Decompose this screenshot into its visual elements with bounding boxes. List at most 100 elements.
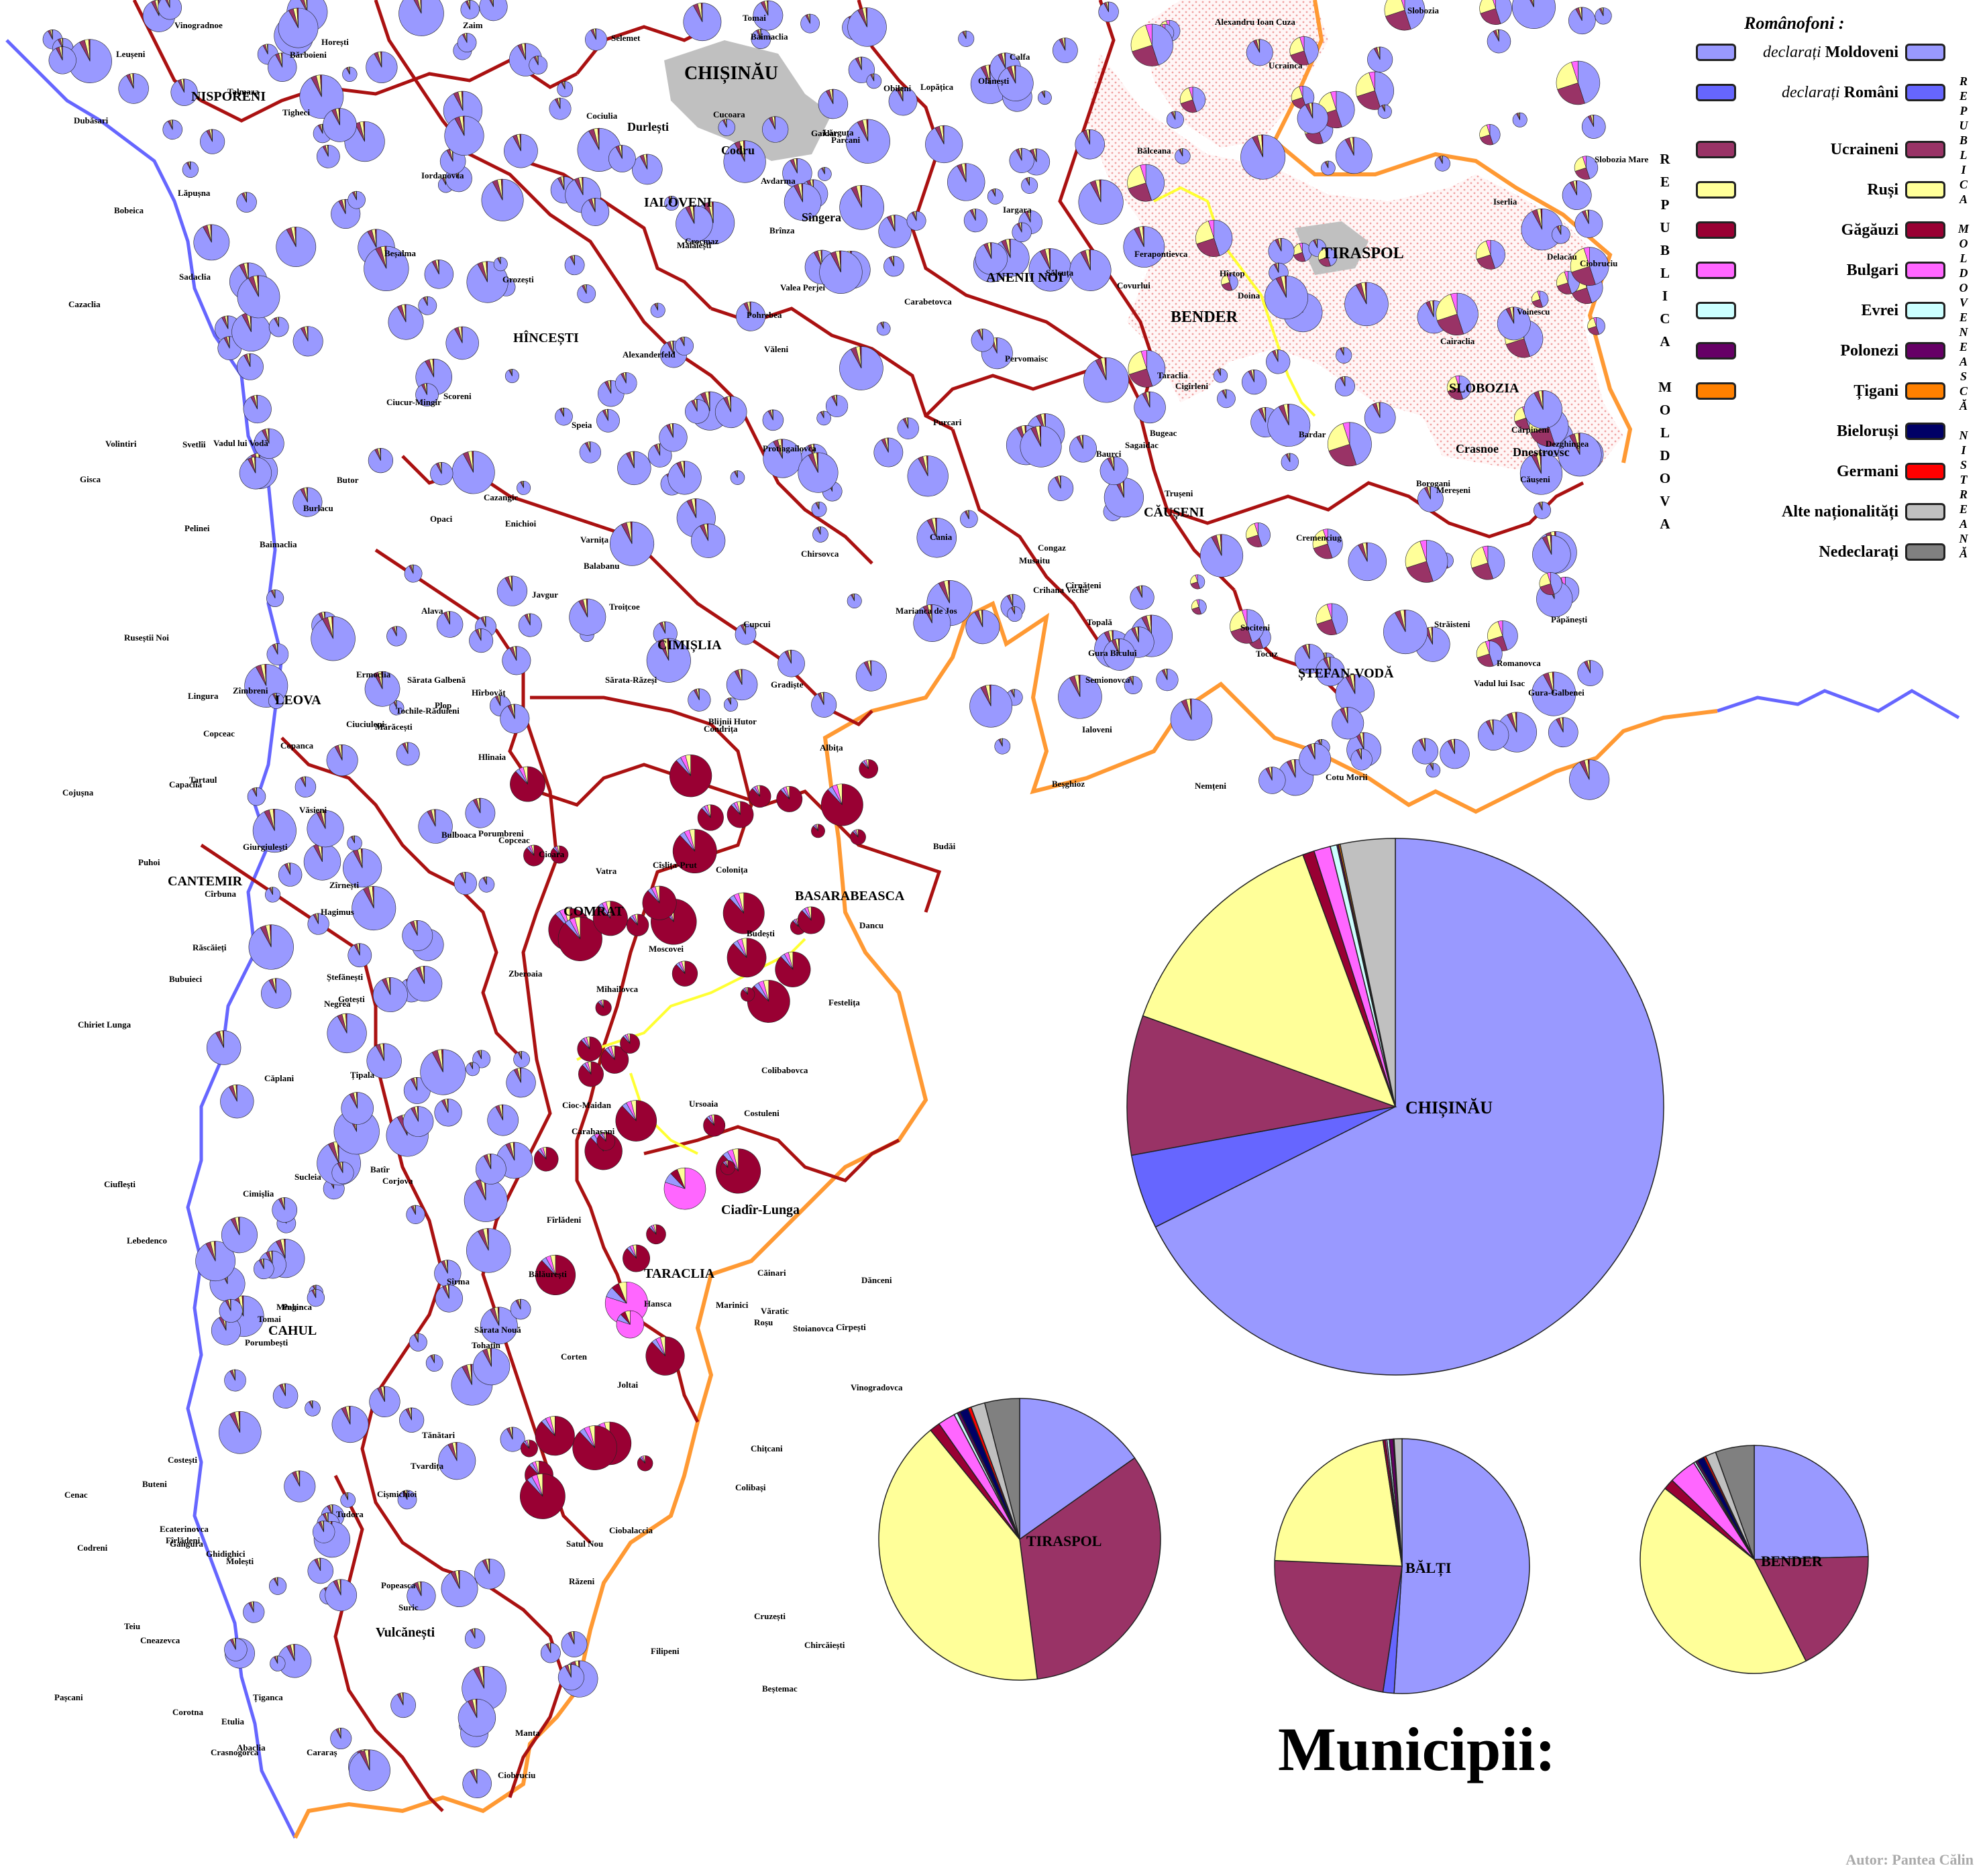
label-singera: Sîngera	[802, 211, 841, 224]
village-pie-slice	[1560, 225, 1562, 235]
village-pie-slice	[535, 1461, 539, 1476]
village-pie-slice	[816, 824, 818, 831]
village-pie-slice	[646, 154, 648, 170]
place-name: Căușeni	[1520, 474, 1550, 485]
place-name: Tomai	[258, 1314, 281, 1324]
place-name: Tochile-Răduieni	[396, 706, 460, 716]
village-pie-slice	[1476, 240, 1491, 260]
village-pie-slice	[300, 0, 308, 13]
village-pie-slice	[227, 315, 229, 329]
village-pie-slice	[246, 192, 247, 203]
place-name: Lărguța	[823, 127, 854, 138]
village-pie-slice	[274, 978, 276, 994]
place-name: Calfa	[1010, 52, 1030, 62]
village-pie-slice	[398, 0, 444, 36]
village-pie-slice	[1571, 60, 1578, 83]
village-pie-slice	[1326, 603, 1332, 620]
legend-item: Bieloruși	[1637, 423, 1986, 447]
village-pie-slice	[859, 346, 862, 369]
village-pie-slice	[243, 394, 272, 424]
legend-item: Găgăuzi	[1637, 221, 1986, 245]
village-pie-slice	[1587, 209, 1589, 224]
village-pie-slice	[594, 198, 596, 213]
village-pie-slice	[527, 1439, 530, 1449]
village-pie-slice	[342, 66, 358, 82]
place-name: Zîrnești	[329, 880, 359, 891]
village-pie-slice	[703, 1114, 726, 1137]
legend-item: Evrei	[1637, 302, 1986, 326]
place-name: Borogani	[1416, 478, 1450, 488]
village-pie-slice	[405, 304, 407, 323]
village-pie-slice	[1299, 85, 1303, 98]
place-name: Crasnogorca	[211, 1747, 259, 1757]
village-pie-slice	[633, 451, 635, 468]
village-pie-slice	[1489, 124, 1501, 145]
village-pie-slice	[165, 0, 170, 8]
village-pie-slice	[1533, 0, 1534, 7]
place-name: Beștemac	[762, 1684, 798, 1694]
village-pie-slice	[1529, 0, 1534, 7]
village-pie-slice	[1148, 391, 1150, 408]
village-pie-slice	[1229, 274, 1238, 291]
place-name: Hlinaia	[478, 752, 506, 762]
legend-swatch	[1696, 342, 1736, 360]
village-pie-slice	[1562, 717, 1564, 732]
place-name: Nemțeni	[1195, 781, 1226, 791]
village-pie-slice	[183, 78, 184, 93]
village-pie-slice	[210, 224, 212, 243]
village-pie-slice	[1180, 99, 1197, 113]
village-pie-slice	[1406, 561, 1434, 583]
place-name: Slobozia	[1407, 5, 1439, 15]
village-pie-slice	[1316, 239, 1318, 248]
place-name: Dănceni	[861, 1275, 892, 1285]
village-pie-slice	[847, 594, 862, 608]
legend-swatch	[1905, 44, 1945, 61]
village-pie-slice	[694, 498, 697, 518]
place-name: Baimaclia	[260, 539, 297, 549]
place-name: Cruzești	[754, 1611, 786, 1622]
place-name: Dancu	[859, 920, 883, 930]
place-name: Zaim	[463, 20, 483, 30]
village-pie-slice	[347, 835, 362, 851]
village-pie-slice	[338, 108, 340, 125]
village-pie-slice	[407, 742, 409, 754]
village-pie-slice	[222, 1030, 224, 1048]
village-pie-slice	[700, 3, 703, 22]
village-pie-slice	[1179, 87, 1193, 104]
legend-swatch	[1905, 543, 1945, 561]
legend-swatch	[1905, 141, 1945, 158]
village-pie-slice	[837, 783, 843, 806]
village-pie-slice	[1476, 254, 1496, 270]
place-name: Budești	[747, 928, 775, 939]
village-pie-slice	[486, 876, 487, 885]
village-pie-slice	[1515, 712, 1517, 732]
village-pie-slice	[284, 1239, 286, 1259]
village-pie-slice	[689, 829, 696, 852]
place-name: Bardar	[1299, 429, 1326, 439]
village-pie-slice	[1336, 91, 1355, 127]
place-name: Semionovca	[1085, 675, 1130, 685]
place-name: Tocuz	[1256, 649, 1278, 659]
place-name: Varnița	[580, 535, 609, 545]
place-name: Pervomaisc	[1005, 353, 1048, 364]
village-pie-slice	[1489, 641, 1503, 667]
village-pie-slice	[1316, 618, 1337, 635]
village-pie-slice	[341, 744, 343, 761]
legend-swatch	[1905, 503, 1945, 520]
place-name: Hagimus	[321, 907, 354, 917]
village-pie-slice	[663, 1167, 706, 1210]
village-pie-slice	[664, 195, 680, 211]
municipality-pie: BENDER	[1640, 1445, 1869, 1674]
place-name: Olănești	[978, 76, 1010, 87]
village-pie-slice	[732, 1148, 739, 1172]
village-pie-slice	[627, 1033, 631, 1044]
village-pie-slice	[873, 73, 875, 81]
village-pie-slice	[455, 1442, 458, 1461]
village-pie-slice	[1349, 422, 1372, 465]
label-cahul: CAHUL	[268, 1323, 317, 1338]
village-pie-slice	[659, 423, 688, 452]
legend-item: declarați Români	[1637, 84, 1986, 108]
village-pie-slice	[324, 810, 326, 829]
village-pie-slice	[368, 1749, 370, 1771]
